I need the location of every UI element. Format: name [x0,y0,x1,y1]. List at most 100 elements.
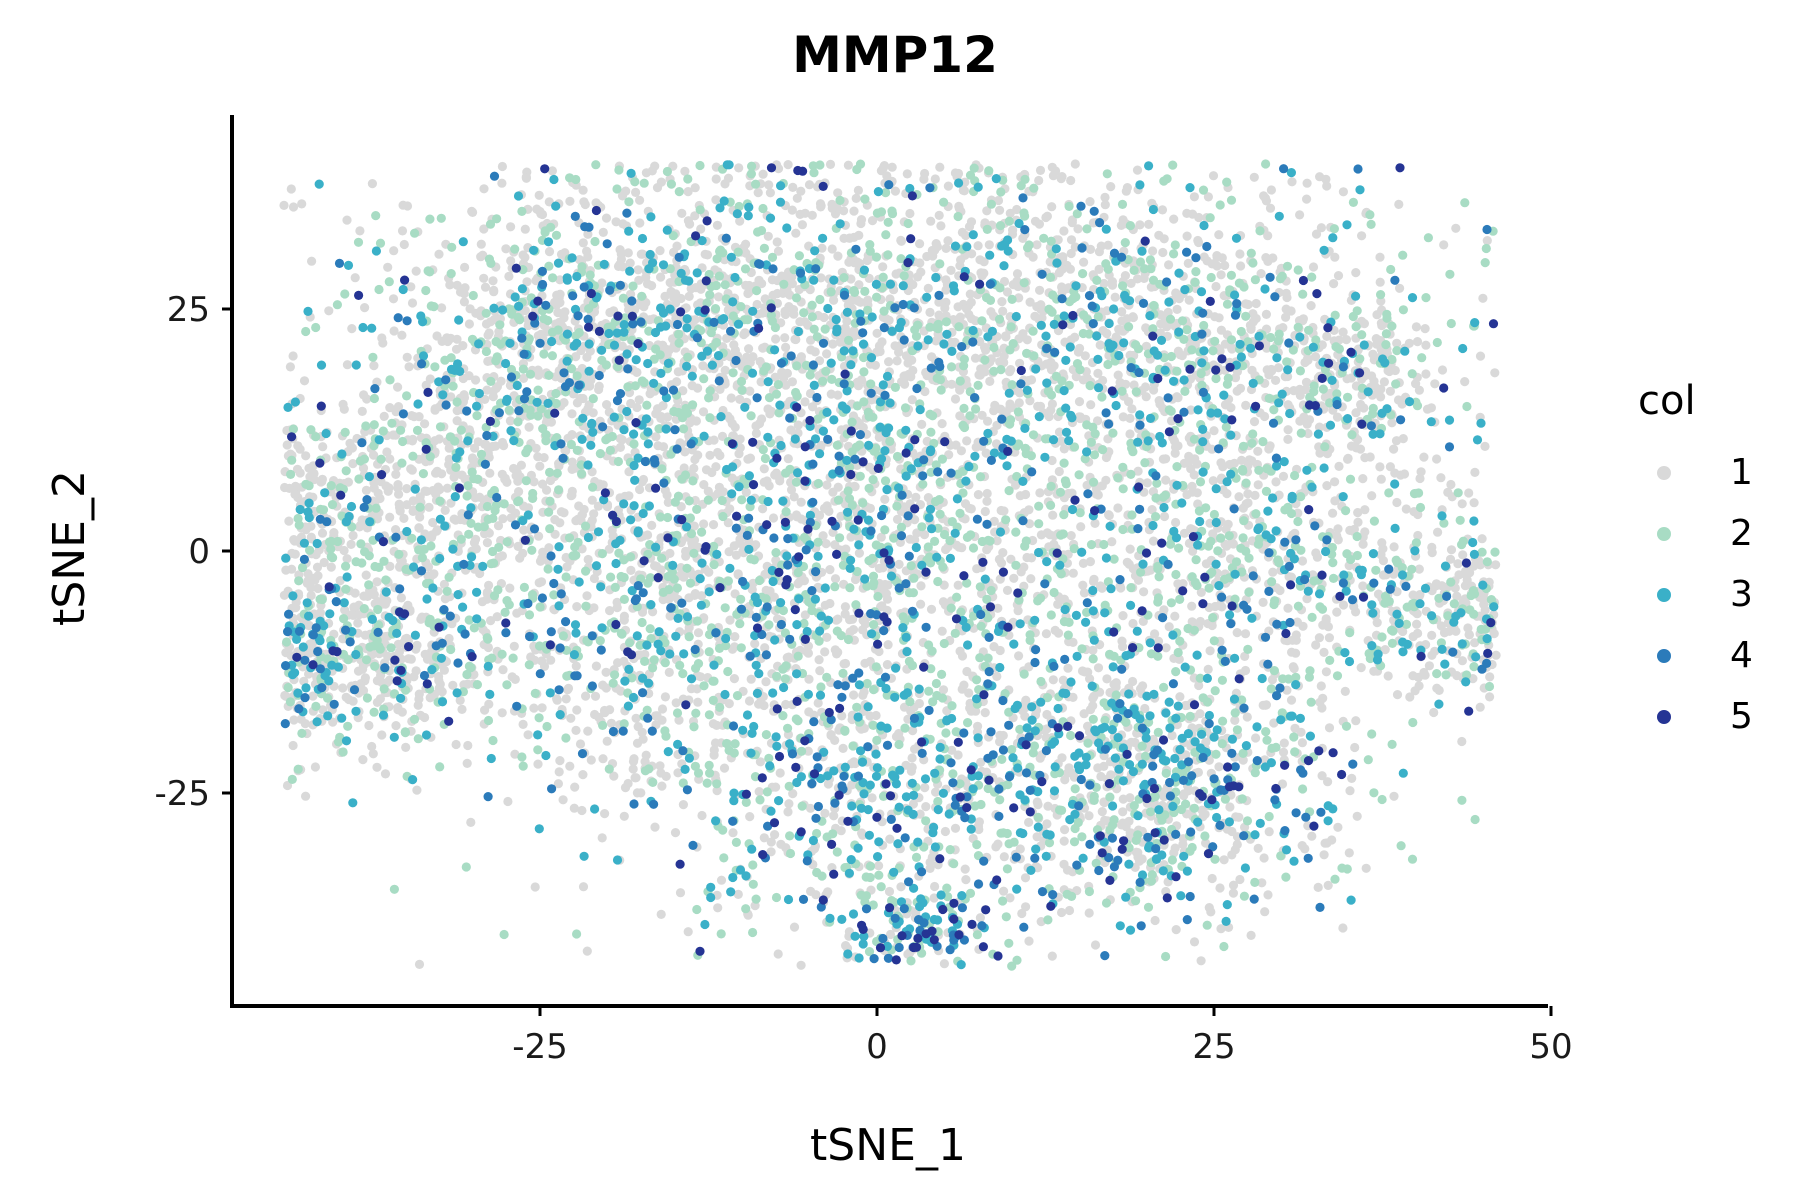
data-point [403,600,413,611]
data-point [959,186,970,196]
data-point [1421,369,1431,379]
data-point [1026,574,1036,584]
data-point [941,243,951,253]
data-point [1042,819,1052,829]
data-point [1243,299,1253,310]
data-point [422,486,432,496]
data-point [925,307,935,317]
data-point [493,521,504,531]
data-point [1228,888,1238,898]
data-point [1128,618,1138,629]
data-point [1323,880,1333,891]
data-point [986,307,996,317]
data-point [1390,365,1400,376]
data-point [773,246,784,256]
data-point [661,771,671,782]
data-point [581,691,591,701]
data-point [422,654,433,664]
data-point [1215,883,1225,893]
data-point [980,708,990,718]
data-point [1258,700,1268,710]
data-point [690,589,700,599]
data-point [711,195,721,205]
data-point [613,658,623,668]
data-point [347,324,357,334]
data-point [840,323,850,333]
data-point [1235,249,1245,259]
data-point [1030,311,1040,321]
data-point [442,483,452,493]
data-point [795,317,805,327]
data-point [1392,690,1403,700]
data-point [997,297,1007,307]
data-point [1093,663,1104,673]
data-point [1220,260,1230,271]
data-point [693,697,703,707]
data-point [788,305,799,315]
data-point [372,697,382,708]
data-point [800,208,810,218]
data-point [1263,890,1273,900]
data-point [1157,205,1168,215]
data-point [1404,338,1414,348]
data-point [537,553,547,563]
data-point [712,786,722,796]
data-point [1014,651,1024,661]
data-point [930,881,940,892]
data-point [404,362,414,372]
data-point [1065,264,1075,274]
data-point [1161,475,1171,485]
data-point [501,244,511,254]
data-point [360,673,370,683]
data-point [384,483,394,493]
data-point [796,497,806,507]
data-point [1204,903,1214,913]
data-point [890,186,901,196]
data-point [936,221,946,231]
data-point [641,750,651,760]
data-point [841,941,851,951]
data-point [995,205,1005,215]
data-point [1271,375,1281,385]
data-point [355,226,365,236]
data-point [745,812,755,822]
data-point [1054,466,1064,477]
data-point [660,291,670,301]
data-point [1390,468,1400,478]
data-point [1209,426,1219,436]
data-point [434,676,444,686]
data-point [499,441,509,451]
data-point [828,339,838,349]
data-point [1324,723,1335,733]
data-point [943,181,954,191]
data-point [520,224,530,234]
data-point [745,386,755,396]
data-point [1141,392,1151,402]
data-point [369,450,379,460]
data-point [726,393,736,403]
data-point [814,655,824,665]
data-point [488,276,498,286]
data-point [729,674,740,684]
data-point [509,641,519,651]
data-point [950,394,961,404]
data-point [729,541,739,551]
data-point [479,273,489,283]
data-point [872,328,882,338]
data-point [1047,399,1057,409]
data-point [1200,809,1210,819]
data-point [836,826,846,836]
data-point [432,331,442,341]
data-point [685,219,695,229]
data-point [537,703,547,713]
data-point [831,615,842,625]
data-point [664,667,674,678]
data-point [1243,498,1253,508]
data-point [451,739,461,750]
data-point [1032,797,1042,807]
data-point [1360,527,1370,537]
data-point [980,342,990,352]
data-point [497,551,507,561]
data-point [1171,288,1181,298]
data-point [498,514,508,524]
